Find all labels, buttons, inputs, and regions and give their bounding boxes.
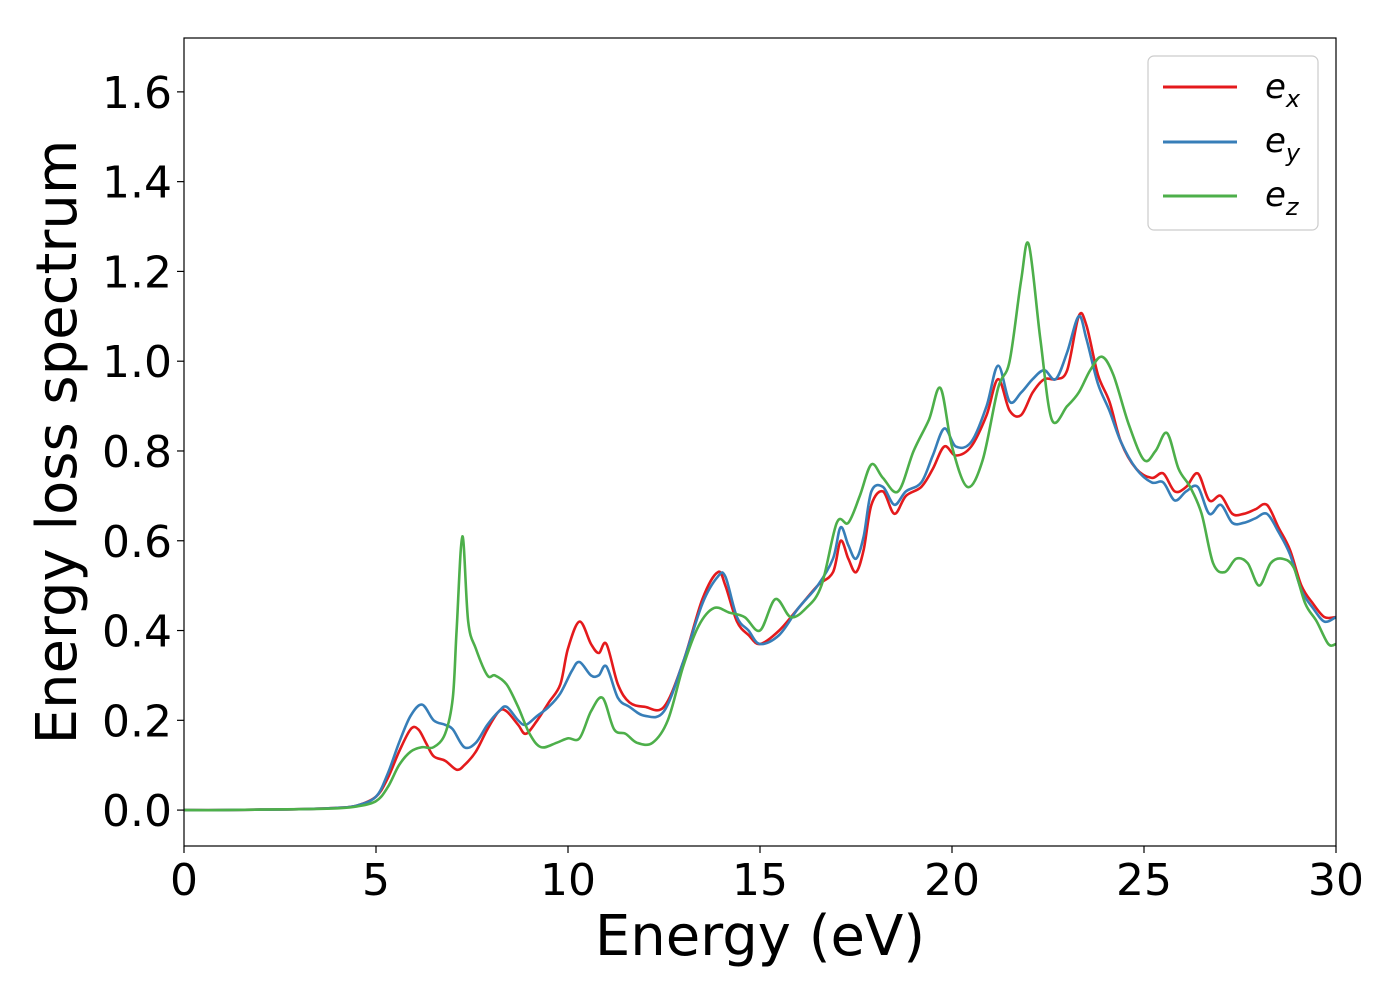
series-line-x (183, 311, 1337, 812)
x-tick-label: 10 (540, 855, 596, 906)
y-tick-label: 1.2 (102, 247, 172, 298)
series-line-y (183, 314, 1337, 812)
y-tick-label: 1.6 (102, 68, 172, 119)
x-tick-label: 5 (362, 855, 390, 906)
x-axis-title: Energy (eV) (595, 904, 925, 969)
y-tick-label: 0.8 (102, 427, 172, 478)
x-tick-label: 30 (1308, 855, 1364, 906)
x-axis-ticks: 0 5 10 15 20 25 30 (170, 846, 1364, 906)
y-tick-label: 0.4 (102, 607, 172, 658)
legend-label-ey-sub: y (1285, 139, 1301, 167)
y-tick-label: 0.0 (102, 786, 172, 837)
x-tick-label: 25 (1116, 855, 1172, 906)
legend-label-ez: ez (1265, 175, 1300, 221)
y-tick-label: 0.2 (102, 696, 172, 747)
legend: ex ey ez (1147, 55, 1319, 231)
legend-label-ey: ey (1265, 121, 1301, 167)
x-tick-label: 20 (924, 855, 980, 906)
y-axis-title: Energy loss spectrum (25, 140, 90, 745)
series-layer (183, 241, 1337, 812)
legend-label-ey-base: e (1265, 121, 1286, 161)
y-tick-label: 0.6 (102, 517, 172, 568)
series-line-z (183, 241, 1337, 812)
legend-label-ex-base: e (1265, 67, 1286, 107)
legend-label-ex-sub: x (1285, 85, 1301, 113)
x-tick-label: 0 (170, 855, 198, 906)
legend-label-ez-sub: z (1285, 193, 1300, 221)
y-tick-label: 1.4 (102, 158, 172, 209)
y-tick-label: 1.0 (102, 337, 172, 388)
legend-label-ez-base: e (1265, 175, 1286, 215)
y-axis-ticks: 0.0 0.2 0.4 0.6 0.8 1.0 1.2 1.4 1.6 (102, 68, 184, 837)
legend-label-ex: ex (1265, 67, 1301, 113)
x-tick-label: 15 (732, 855, 788, 906)
